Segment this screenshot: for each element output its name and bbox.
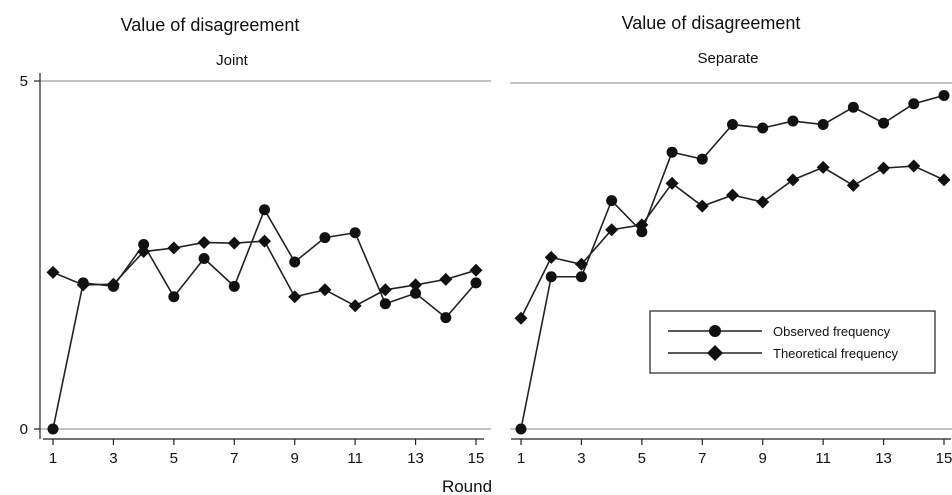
panel-joint: 051 3 5 7 9 11 13 15 <box>20 73 491 467</box>
panel0-x-tick-label-7: 7 <box>230 450 238 467</box>
panel0-theoretical-point-13 <box>409 278 423 292</box>
panel1-theoretical-point-7 <box>695 199 709 213</box>
panel0-theoretical-point-15 <box>469 263 483 277</box>
panel0-observed-point-9 <box>289 256 301 268</box>
panel0-theoretical-point-12 <box>378 283 392 297</box>
legend-observed-marker <box>709 325 721 337</box>
panel1-observed-point-8 <box>727 119 738 131</box>
panel0-theoretical-point-4 <box>137 245 151 259</box>
legend-observed-label: Observed frequency <box>773 324 891 339</box>
panel0-theoretical-point-9 <box>288 290 302 304</box>
panel0-theoretical-point-5 <box>167 241 181 255</box>
panel-joint-title: Value of disagreement <box>121 15 300 35</box>
panel0-observed-point-7 <box>228 280 240 292</box>
panel0-observed-point-11 <box>349 227 361 239</box>
panel0-observed-point-4 <box>138 239 150 251</box>
panel1-x-tick-label-11: 11 <box>815 450 831 467</box>
panel0-theoretical-point-7 <box>227 236 241 250</box>
panel0-theoretical-point-14 <box>439 272 453 286</box>
panel0-observed-point-10 <box>319 232 331 244</box>
panel0-observed-point-5 <box>168 291 180 303</box>
panel1-theoretical-point-5 <box>635 218 649 232</box>
panel-joint-subtitle: Joint <box>216 52 249 69</box>
panel1-theoretical-point-3 <box>574 257 588 271</box>
panel1-observed-point-11 <box>817 119 829 131</box>
panel1-x-tick-label-7: 7 <box>698 450 706 467</box>
panel-separate-title: Value of disagreement <box>622 13 801 33</box>
panel0-y-tick-label-0: 0 <box>20 421 28 438</box>
panel1-theoretical-point-8 <box>726 188 739 202</box>
panel0-x-tick-label-5: 5 <box>170 450 178 467</box>
panel0-theoretical-point-11 <box>348 299 362 313</box>
panel0-x-tick-label-15: 15 <box>468 450 485 467</box>
legend-theoretical-label: Theoretical frequency <box>773 346 899 361</box>
panel1-theoretical-point-13 <box>877 161 891 175</box>
panel1-observed-point-2 <box>545 271 557 283</box>
panel1-observed-point-12 <box>847 101 859 113</box>
panel1-theoretical-point-10 <box>786 173 800 187</box>
panel1-observed-point-1 <box>515 423 527 435</box>
panel1-observed-point-10 <box>787 115 799 127</box>
panel1-theoretical-point-12 <box>846 178 860 192</box>
panel0-theoretical-point-8 <box>258 234 271 248</box>
panel1-observed-point-9 <box>757 122 769 134</box>
panel1-theoretical-point-15 <box>937 173 951 187</box>
panel1-x-tick-label-5: 5 <box>638 450 646 467</box>
legend: Observed frequency Theoretical frequency <box>649 310 936 374</box>
panel-separate: 1 3 5 7 9 11 13 15 <box>510 82 952 467</box>
panel1-theoretical-point-9 <box>756 195 770 209</box>
panel0-observed-point-14 <box>440 312 452 324</box>
panel0-theoretical-point-10 <box>318 283 332 297</box>
panel1-x-tick-label-13: 13 <box>875 450 892 467</box>
panel0-observed-point-12 <box>379 298 391 310</box>
panel0-theoretical-point-3 <box>106 277 120 291</box>
panel1-x-tick-label-15: 15 <box>936 450 952 467</box>
panel1-observed-point-7 <box>696 153 708 165</box>
x-axis-label: Round <box>442 477 492 495</box>
panel0-x-tick-label-9: 9 <box>291 450 299 467</box>
panel1-observed-point-6 <box>666 146 678 158</box>
panel1-observed-point-3 <box>575 271 587 283</box>
panel1-x-tick-label-1: 1 <box>517 450 525 467</box>
panel0-observed-point-8 <box>259 204 270 216</box>
panel1-x-tick-label-3: 3 <box>577 450 585 467</box>
panel1-observed-point-5 <box>636 226 648 238</box>
panel0-theoretical-point-1 <box>46 265 60 279</box>
panel0-observed-point-15 <box>470 277 482 289</box>
panel1-observed-point-13 <box>878 117 890 129</box>
panel0-y-tick-label-5: 5 <box>20 73 28 90</box>
panel1-theoretical-point-14 <box>907 159 921 173</box>
panel0-observed-point-1 <box>47 423 59 435</box>
panel0-x-tick-label-11: 11 <box>347 450 363 467</box>
legend-box <box>649 310 936 374</box>
panel0-theoretical-point-6 <box>197 235 211 249</box>
panel0-observed-point-13 <box>410 287 422 299</box>
panel-separate-subtitle: Separate <box>698 50 759 67</box>
panel0-theoretical-point-2 <box>76 278 90 292</box>
panel1-observed-point-14 <box>908 98 920 110</box>
panel1-theoretical-point-2 <box>544 250 558 264</box>
panel0-observed-point-6 <box>198 252 210 264</box>
legend-theoretical-marker <box>707 345 723 361</box>
panel1-x-tick-label-9: 9 <box>759 450 767 467</box>
panel1-theoretical-point-4 <box>605 223 619 237</box>
panel0-x-tick-label-1: 1 <box>49 450 57 467</box>
panel0-x-tick-label-3: 3 <box>109 450 117 467</box>
panel1-theoretical-point-1 <box>514 311 528 325</box>
panel1-theoretical-point-6 <box>665 176 679 190</box>
panel1-theoretical-point-11 <box>816 160 830 174</box>
panel1-observed-point-4 <box>606 195 618 207</box>
panel1-observed-point-15 <box>938 89 950 101</box>
panel0-x-tick-label-13: 13 <box>407 450 424 467</box>
